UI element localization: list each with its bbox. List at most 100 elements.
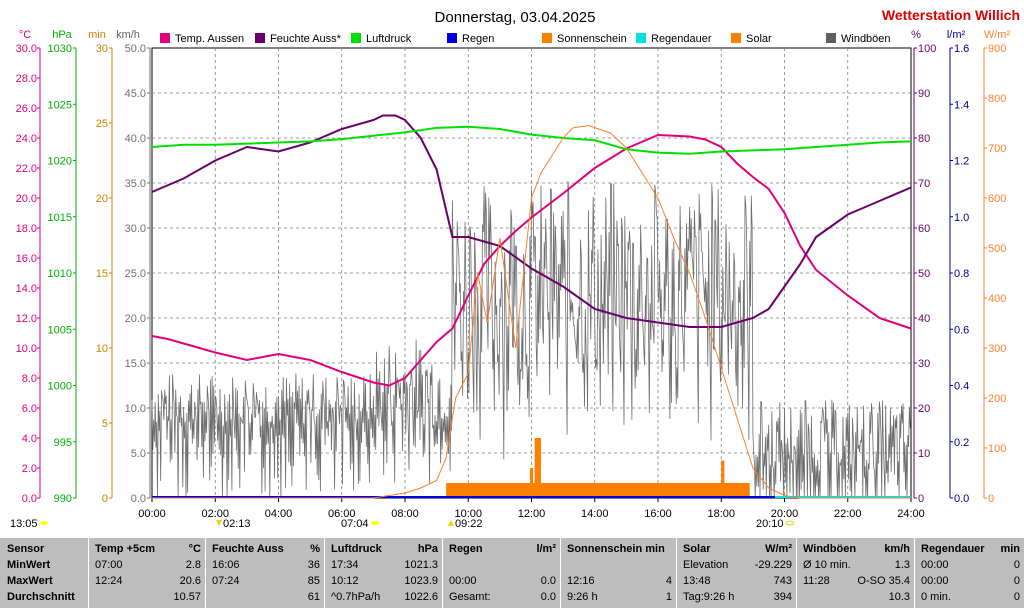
x-tick-label: 24:00	[897, 508, 925, 520]
legend-label: Solar	[746, 33, 772, 45]
table-cell: 13:48	[683, 575, 711, 587]
table-column: Sensor MinWert MaxWert Durchschnitt	[0, 538, 88, 608]
rain-tick-label: 0.4	[954, 381, 969, 393]
minutes-tick-label: 5	[102, 418, 108, 430]
table-value: 0	[1013, 591, 1020, 603]
solar-tick-label: 200	[988, 393, 1006, 405]
table-column: Sonnenschein min 12:16 4 9:26 h 1	[560, 538, 676, 608]
speed-tick-label: 35.0	[125, 178, 146, 190]
temp-tick-label: 2.0	[22, 463, 37, 475]
rain-tick-label: 1.6	[954, 43, 969, 55]
stats-table: Sensor MinWert MaxWert Durchschnitt Temp +5c…	[0, 538, 1024, 608]
temp-tick-label: 22.0	[16, 163, 37, 175]
legend-label: Sonnenschein	[557, 33, 627, 45]
temp-axis-unit: °C	[19, 29, 31, 41]
table-cell: Gesamt:	[449, 591, 491, 603]
humidity-tick-label: 60	[918, 223, 930, 235]
temp-tick-label: 20.0	[16, 193, 37, 205]
table-column: Feuchte Auss% 16:06 36 07:24 85 61	[205, 538, 324, 608]
table-cell: 07:24	[212, 575, 240, 587]
table-cell: 00:00	[921, 575, 949, 587]
humidity-tick-label: 90	[918, 88, 930, 100]
moonrise-label: 09:22	[455, 518, 483, 530]
legend-swatch	[351, 33, 361, 43]
table-header-unit: l/m²	[536, 543, 556, 555]
humidity-axis-unit: %	[911, 29, 921, 41]
pressure-tick-label: 1000	[48, 381, 72, 393]
x-tick-label: 04:00	[265, 508, 293, 520]
table-header-unit: W/m²	[765, 543, 792, 555]
minutes-tick-label: 30	[96, 43, 108, 55]
plot-area	[151, 114, 912, 499]
table-cell: 12:24	[95, 575, 123, 587]
pressure-axis-unit: hPa	[52, 29, 72, 41]
table-cell: 0 min.	[921, 591, 951, 603]
temp-tick-label: 12.0	[16, 313, 37, 325]
rain-tick-label: 0.8	[954, 268, 969, 280]
table-value: 1023.9	[404, 575, 438, 587]
legend-swatch	[255, 33, 265, 43]
table-value: 0.0	[540, 575, 556, 587]
solar-tick-label: 600	[988, 193, 1006, 205]
table-header: Sonnenschein min	[567, 543, 665, 555]
solar-tick-label: 900	[988, 43, 1006, 55]
rain-tick-label: 0.2	[954, 437, 969, 449]
rain-tick-label: 1.2	[954, 156, 969, 168]
table-column: Regen l/m² 00:00 0.0 Gesamt: 0.0	[442, 538, 560, 608]
table-cell: MinWert	[7, 559, 51, 571]
table-column: Luftdruck hPa 17:34 1021.3 10:12 1023.9 ^0.7hP…	[324, 538, 442, 608]
humidity-tick-label: 80	[918, 133, 930, 145]
table-cell: 10:12	[331, 575, 359, 587]
table-cell: ^0.7hPa/h	[331, 591, 381, 603]
legend-item: Luftdruck	[351, 33, 412, 45]
station-name: Wetterstation Willich	[882, 7, 1020, 23]
pressure-series	[151, 125, 912, 155]
temp-tick-label: 14.0	[16, 283, 37, 295]
x-tick-label: 14:00	[581, 508, 609, 520]
temp-tick-label: 10.0	[16, 343, 37, 355]
x-tick-label: 16:00	[644, 508, 672, 520]
table-header-unit: °C	[188, 543, 201, 555]
x-tick-label: 20:00	[771, 508, 799, 520]
table-value: 61	[307, 591, 320, 603]
table-cell: 16:06	[212, 559, 240, 571]
legend-label: Luftdruck	[366, 33, 412, 45]
pressure-tick-label: 990	[54, 493, 72, 505]
chart-title: Donnerstag, 03.04.2025	[435, 9, 596, 26]
sunset-label: 20:10	[756, 518, 784, 530]
solar-tick-label: 800	[988, 93, 1006, 105]
table-value: 2.8	[185, 559, 201, 571]
legend-item: Solar	[731, 33, 772, 45]
speed-tick-label: 40.0	[125, 133, 146, 145]
temp-tick-label: 8.0	[22, 373, 37, 385]
sunshine-bar	[721, 460, 725, 498]
speed-axis-unit: km/h	[116, 29, 140, 41]
temp-tick-label: 18.0	[16, 223, 37, 235]
minutes-tick-label: 25	[96, 118, 108, 130]
legend-swatch	[731, 33, 741, 43]
humidity-tick-label: 70	[918, 178, 930, 190]
moonset-label: 02:13	[223, 518, 251, 530]
table-cell: 12:16	[567, 575, 595, 587]
table-value: 1.3	[894, 559, 910, 571]
table-header: Sensor	[7, 543, 45, 555]
table-value: 0.0	[540, 591, 556, 603]
legend-swatch	[542, 33, 552, 43]
column-separator	[676, 538, 677, 608]
minutes-tick-label: 0	[102, 493, 108, 505]
legend-item: Regen	[447, 33, 494, 45]
legend-item: Windböen	[826, 33, 891, 45]
humidity-tick-label: 20	[918, 403, 930, 415]
weather-chart: Donnerstag, 03.04.2025 Wetterstation Wil…	[10, 7, 1020, 530]
solar-tick-label: 700	[988, 143, 1006, 155]
sun-icon	[40, 521, 48, 525]
speed-tick-label: 5.0	[131, 448, 146, 460]
solar-series	[152, 124, 911, 499]
speed-tick-label: 20.0	[125, 313, 146, 325]
humidity-tick-label: 0	[918, 493, 924, 505]
speed-tick-label: 25.0	[125, 268, 146, 280]
table-cell: 11:28	[803, 575, 830, 587]
solar-tick-label: 0	[988, 493, 994, 505]
table-cell: 00:00	[921, 559, 949, 571]
legend-swatch	[826, 33, 836, 43]
